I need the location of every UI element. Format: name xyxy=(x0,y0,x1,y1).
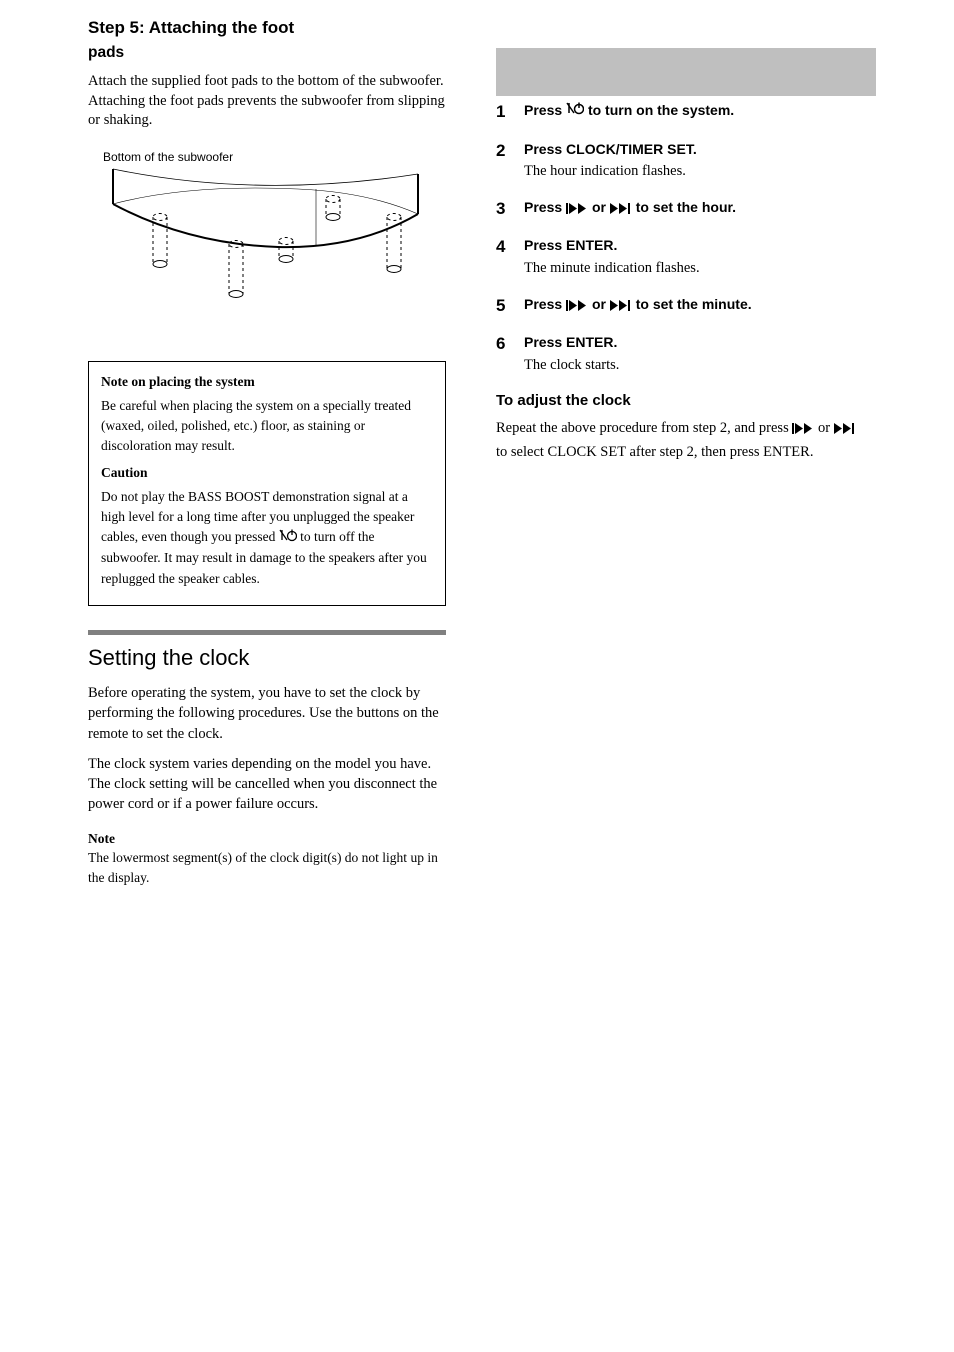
step-num: 4 xyxy=(496,235,524,279)
power-icon xyxy=(279,528,297,548)
note-title: Note on placing the system xyxy=(101,372,433,392)
clock-p2: The clock system varies depending on the… xyxy=(88,754,446,815)
step1-before: Press xyxy=(524,102,566,118)
adjust-clock-title: To adjust the clock xyxy=(496,390,856,412)
skip-fwd-icon xyxy=(610,199,632,221)
clock-title: Setting the clock xyxy=(88,645,446,671)
step-num: 3 xyxy=(496,197,524,222)
step6-line2: The clock starts. xyxy=(524,357,619,373)
adjust-mid: or xyxy=(818,420,834,436)
step3-mid: or xyxy=(592,199,610,215)
page: Getting Started Step 5: Attaching the fo… xyxy=(0,0,954,1352)
step2-line1: Press CLOCK/TIMER SET. xyxy=(524,139,856,161)
step-3: 3 Press or to set the hour. xyxy=(496,197,856,222)
step5-title: Step 5: Attaching the foot xyxy=(88,18,446,38)
side-tab xyxy=(496,48,876,96)
figure-caption: Bottom of the subwoofer xyxy=(103,150,233,164)
step-4: 4 Press ENTER. The minute indication fla… xyxy=(496,235,856,279)
step-num: 6 xyxy=(496,332,524,376)
step-5: 5 Press or to set the minute. xyxy=(496,294,856,319)
note-p2: Do not play the BASS BOOST demonstration… xyxy=(101,487,433,589)
step5-before: Press xyxy=(524,296,566,312)
section-rule xyxy=(88,630,446,635)
step-num: 5 xyxy=(496,294,524,319)
adjust-before: Repeat the above procedure from step 2, … xyxy=(496,420,792,436)
figure-subwoofer-bottom: Bottom of the subwoofer xyxy=(88,149,446,349)
note-p1: Be careful when placing the system on a … xyxy=(101,396,433,457)
adjust-clock-body: Repeat the above procedure from step 2, … xyxy=(496,418,856,464)
left-column: Step 5: Attaching the foot pads Attach t… xyxy=(88,18,446,887)
step5-after: to set the minute. xyxy=(636,296,752,312)
step1-after: to turn on the system. xyxy=(588,102,734,118)
power-icon xyxy=(566,100,584,122)
step-1: 1 Press to turn on the system. xyxy=(496,100,856,125)
step-6: 6 Press ENTER. The clock starts. xyxy=(496,332,856,376)
step4-line2: The minute indication flashes. xyxy=(524,260,700,276)
step4-line1: Press ENTER. xyxy=(524,235,856,257)
step5-mid: or xyxy=(592,296,610,312)
clock-note-title: Note xyxy=(88,831,115,846)
clock-note: Note The lowermost segment(s) of the clo… xyxy=(88,829,446,888)
skip-fwd-icon xyxy=(834,420,856,442)
clock-note-body: The lowermost segment(s) of the clock di… xyxy=(88,850,438,885)
step3-before: Press xyxy=(524,199,566,215)
step-2: 2 Press CLOCK/TIMER SET. The hour indica… xyxy=(496,139,856,183)
step-num: 1 xyxy=(496,100,524,125)
skip-back-icon xyxy=(792,420,814,442)
adjust-after: to select CLOCK SET after step 2, then p… xyxy=(496,444,813,460)
skip-fwd-icon xyxy=(610,296,632,318)
skip-back-icon xyxy=(566,199,588,221)
step5-description: Attach the supplied foot pads to the bot… xyxy=(88,72,446,131)
caution-title: Caution xyxy=(101,463,433,483)
step2-line2: The hour indication flashes. xyxy=(524,163,686,179)
skip-back-icon xyxy=(566,296,588,318)
clock-p1: Before operating the system, you have to… xyxy=(88,683,446,744)
right-column: 1 Press to turn on the system. 2 Press C… xyxy=(496,100,856,464)
step-num: 2 xyxy=(496,139,524,183)
step3-after: to set the hour. xyxy=(636,199,736,215)
note-box: Note on placing the system Be careful wh… xyxy=(88,361,446,606)
step6-line1: Press ENTER. xyxy=(524,332,856,354)
step5-subtitle: pads xyxy=(88,44,446,62)
